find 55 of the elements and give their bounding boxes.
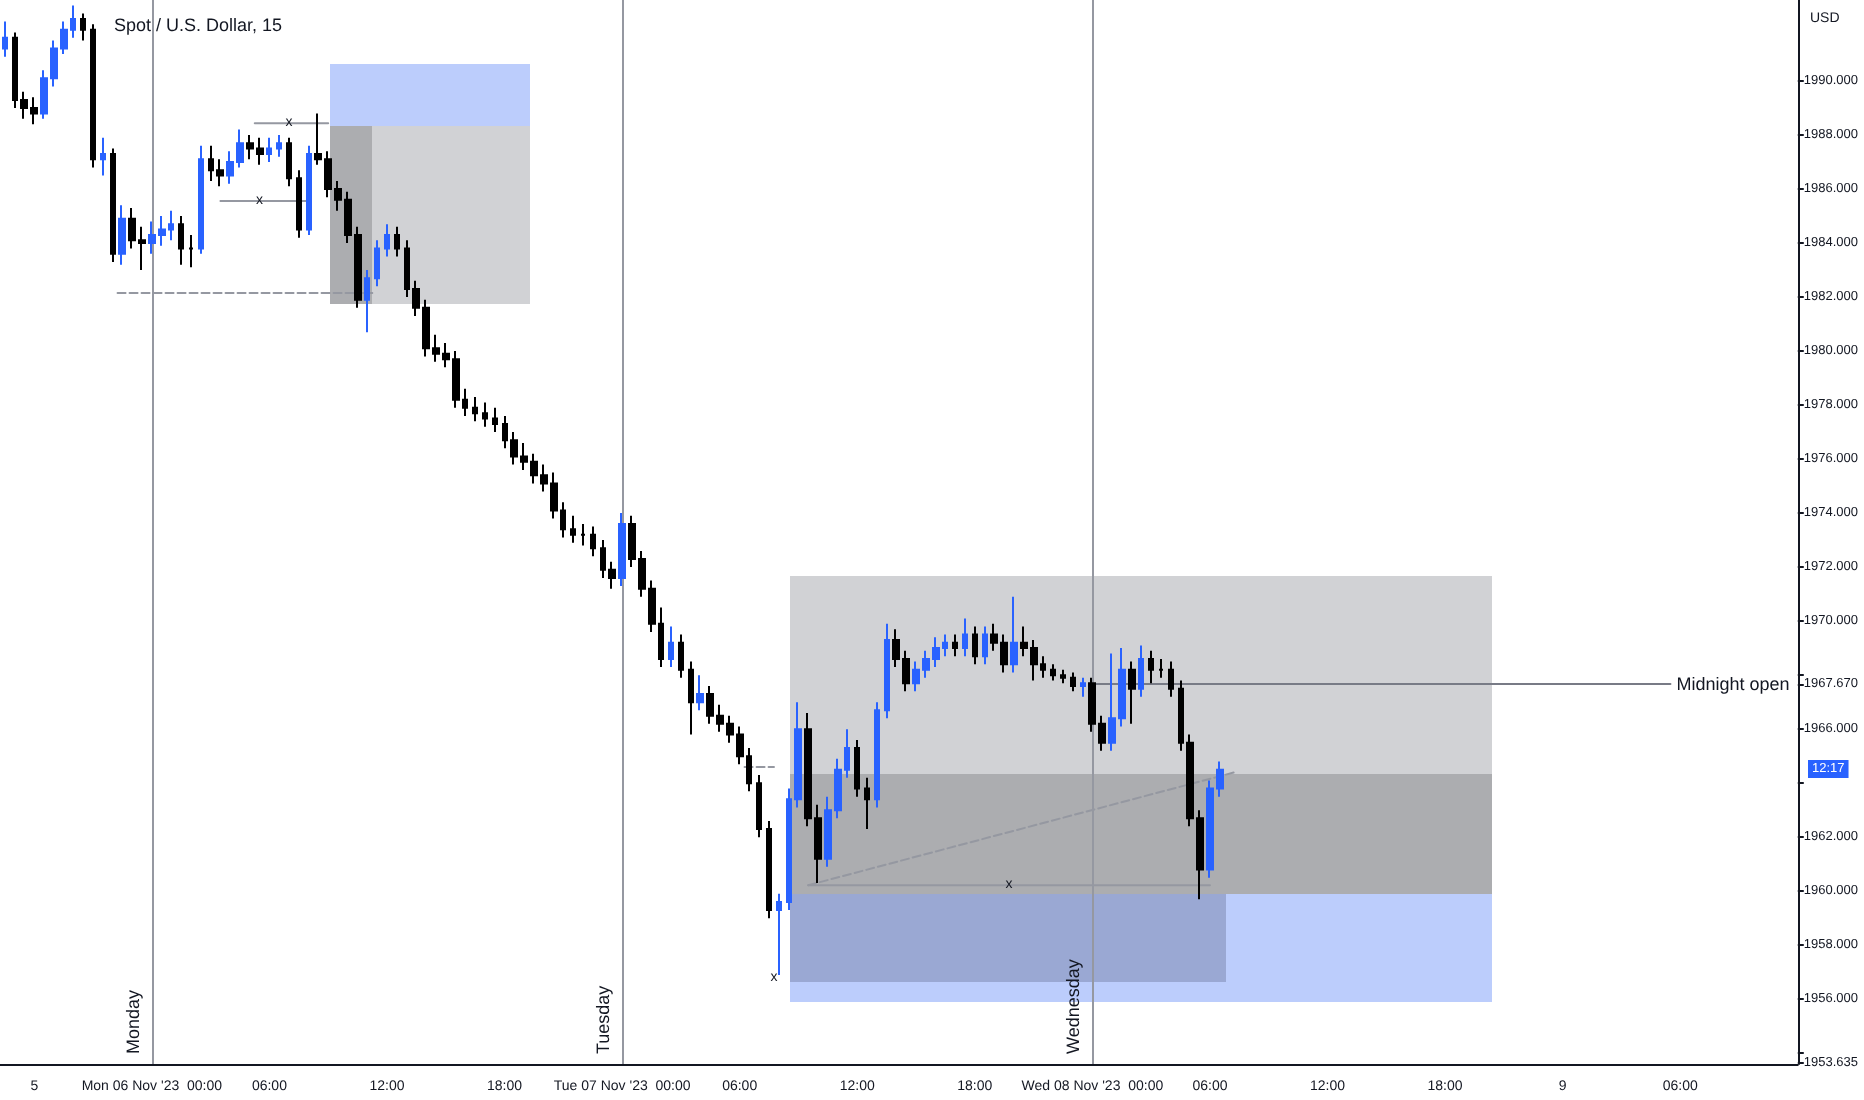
candlestick [952,633,958,658]
candlestick [364,269,370,334]
candlestick [678,633,684,679]
candlestick [296,169,302,239]
candlestick [982,625,988,666]
candlestick [2,20,8,58]
candlestick [668,625,674,669]
candlestick [1070,671,1076,693]
ref-line-label: Monday [122,988,143,1054]
candlestick [1158,657,1164,679]
candlestick [492,406,498,434]
candlestick [1080,676,1086,698]
candlestick [266,136,272,164]
candlestick [1168,660,1174,698]
candlestick [188,233,194,269]
candlestick [80,12,86,42]
candlestick [100,136,106,177]
candlestick [776,892,782,976]
candlestick [394,225,400,258]
candlestick [374,239,380,288]
candlestick [286,136,292,188]
candlestick [756,774,762,839]
candlestick [766,819,772,920]
series-label: Midnight open [1676,674,1790,695]
candlestick [110,147,116,263]
candlestick [482,401,488,428]
candlestick [854,738,860,798]
candlestick [570,514,576,544]
candlestick [1138,644,1144,698]
candlestick [864,776,870,831]
candlestick [1050,663,1056,682]
candlestick [618,512,626,588]
candlestick [580,522,586,547]
candlestick [884,622,890,720]
candlestick [118,204,126,266]
candlestick [472,395,478,423]
candlestick [874,701,880,809]
candlestick [178,215,184,266]
candlestick [306,144,312,236]
candlestick [696,674,704,712]
candlestick [384,223,390,258]
candlestick [590,525,596,558]
candlestick [688,660,694,736]
ref-line-label: Wednesday [1063,958,1084,1054]
candlestick [962,617,968,658]
candlestick [1148,649,1154,685]
candlestick [198,144,204,255]
text: Spot / U.S. Dollar, 15 [114,15,283,35]
candlestick [972,625,978,666]
candlestick [1128,660,1136,725]
candlestick [276,134,282,158]
candlestick [1010,595,1018,674]
candlestick [1060,668,1066,685]
ref-line-label: Tuesday [593,984,614,1054]
candlestick [90,23,96,169]
